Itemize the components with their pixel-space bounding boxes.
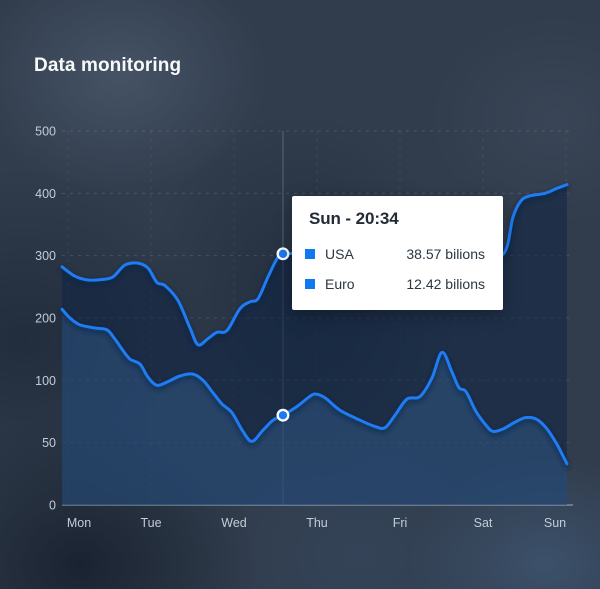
- y-axis-tick-label: 400: [35, 187, 56, 201]
- tooltip-row-usa: USA 38.57 bilions: [305, 244, 485, 263]
- tooltip-row-euro: Euro 12.42 bilions: [305, 274, 485, 293]
- tooltip: Sun - 20:34 USA 38.57 bilions Euro 12.42…: [292, 196, 503, 310]
- tooltip-series-label-euro: Euro: [325, 275, 355, 292]
- highlight-marker-usa[interactable]: [276, 247, 290, 261]
- x-axis-tick-label: Sun: [544, 516, 566, 530]
- tooltip-series-value-euro: 12.42 bilions: [406, 275, 485, 292]
- tooltip-series-label-usa: USA: [325, 245, 354, 262]
- x-axis-tick-label: Sat: [474, 516, 493, 530]
- x-axis-tick-label: Mon: [67, 516, 91, 530]
- legend-square-usa-icon: [305, 248, 315, 259]
- y-axis-tick-label: 500: [35, 125, 56, 139]
- y-axis-tick-label: 0: [49, 499, 56, 513]
- y-axis-tick-label: 100: [35, 374, 56, 388]
- x-axis-tick-label: Wed: [221, 516, 247, 530]
- highlight-marker-euro[interactable]: [276, 408, 290, 422]
- y-axis-tick-label: 200: [35, 312, 56, 326]
- y-axis-tick-label: 300: [35, 249, 56, 263]
- series-line-usa[interactable]: [60, 183, 569, 347]
- y-axis-tick-label: 50: [42, 436, 56, 450]
- legend-square-euro-icon: [305, 278, 315, 289]
- tooltip-title: Sun - 20:34: [309, 209, 399, 228]
- page-title: Data monitoring: [34, 55, 182, 76]
- tooltip-series-value-usa: 38.57 bilions: [406, 245, 485, 262]
- x-axis-tick-label: Fri: [393, 516, 408, 530]
- x-axis-tick-label: Tue: [140, 516, 161, 530]
- x-axis-tick-label: Thu: [306, 516, 328, 530]
- series-line-euro[interactable]: [60, 307, 569, 466]
